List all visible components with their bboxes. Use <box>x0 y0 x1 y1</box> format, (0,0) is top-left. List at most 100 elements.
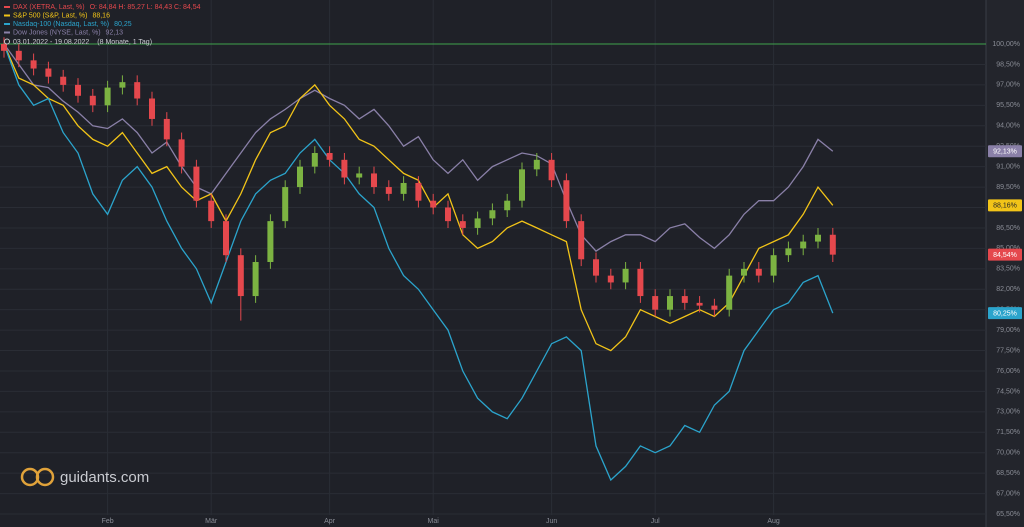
candle-body <box>652 296 659 310</box>
candle-body <box>282 187 289 222</box>
legend-value: 92,13 <box>106 29 124 36</box>
candle-body <box>459 221 466 228</box>
y-tick-label: 95,50% <box>996 102 1020 109</box>
candle-body <box>104 87 111 106</box>
y-tick-label: 83,50% <box>996 266 1020 273</box>
candle-body <box>622 268 629 283</box>
candle-body <box>548 159 555 181</box>
y-tick-label: 70,00% <box>996 450 1020 457</box>
candle-body <box>800 241 807 249</box>
legend-value: 80,25 <box>114 21 132 28</box>
candle-body <box>149 98 155 119</box>
candle-body <box>785 248 792 256</box>
y-tick-label: 68,50% <box>996 470 1020 477</box>
legend-value: 88,16 <box>92 12 110 19</box>
y-tick-label: 86,50% <box>996 225 1020 232</box>
candle-body <box>578 221 585 260</box>
y-tick-label: 97,00% <box>996 82 1020 89</box>
candle-body <box>430 200 437 208</box>
candle-body <box>415 182 422 201</box>
candle-body <box>326 153 333 160</box>
period: 03.01.2022 - 19.08.2022 <box>13 39 89 46</box>
logo: guidants.com <box>20 467 149 487</box>
candle-body <box>223 221 229 256</box>
candle-body <box>474 218 481 228</box>
x-tick-label: Feb <box>102 518 114 525</box>
candle-body <box>75 84 81 96</box>
x-tick-label: Aug <box>767 518 780 525</box>
candle-body <box>829 234 836 255</box>
candle-body <box>741 268 747 276</box>
value-label: 84,54% <box>993 252 1017 259</box>
candle-body <box>519 169 525 201</box>
logo-icon <box>35 467 55 487</box>
candle-body <box>385 187 392 194</box>
x-tick-label: Jun <box>546 518 557 525</box>
y-tick-label: 91,00% <box>996 163 1020 170</box>
candle-body <box>711 305 718 310</box>
y-tick-label: 89,50% <box>996 184 1020 191</box>
candle-body <box>489 210 496 219</box>
y-tick-label: 65,50% <box>996 511 1020 518</box>
candle-body <box>178 139 185 167</box>
legend-label: Nasdaq-100 (Nasdaq, Last, %) <box>13 21 109 28</box>
candle-body <box>815 234 821 242</box>
candle-body <box>593 259 599 276</box>
y-tick-label: 100,00% <box>992 41 1020 48</box>
candle-body <box>134 82 141 99</box>
candle-body <box>208 200 215 222</box>
y-tick-label: 77,50% <box>996 347 1020 354</box>
value-badge <box>988 199 1022 212</box>
candle-body <box>563 180 570 222</box>
x-tick-label: Jul <box>651 518 660 525</box>
candle-body <box>681 296 688 303</box>
candle-body <box>252 262 259 297</box>
candle-body <box>237 255 244 297</box>
candle-body <box>341 159 348 178</box>
candle-body <box>504 200 511 211</box>
value-label: 92,13% <box>993 149 1017 156</box>
logo-text: guidants.com <box>60 469 149 486</box>
legend-value: O: 84,84 H: 85,27 L: 84,43 C: 84,54 <box>90 4 201 11</box>
candle-body <box>267 221 274 263</box>
y-tick-label: 94,00% <box>996 123 1020 130</box>
period-note: (8 Monate, 1 Tag) <box>97 39 152 46</box>
x-tick-label: Mär <box>205 518 218 525</box>
plot: 92,13% 88,16% 80,25% 84,54% <box>1 37 1022 482</box>
legend-label: Dow Jones (NYSE, Last, %) <box>13 29 101 36</box>
legend: DAX (XETRA, Last, %) O: 84,84 H: 85,27 L:… <box>4 4 201 46</box>
legend-label: S&P 500 (S&P, Last, %) <box>13 12 87 19</box>
y-axis-panel <box>986 0 1024 527</box>
value-badge <box>988 307 1022 320</box>
value-label: 80,25% <box>993 310 1017 317</box>
y-tick-label: 82,00% <box>996 286 1020 293</box>
line-series <box>3 43 834 482</box>
candle-body <box>1 44 7 51</box>
y-tick-label: 79,00% <box>996 327 1020 334</box>
candle-body <box>15 50 22 61</box>
candle-body <box>445 207 451 222</box>
candle-body <box>770 255 777 276</box>
candle-body <box>163 118 170 140</box>
candle-body <box>60 76 67 85</box>
candle-body <box>371 173 377 188</box>
candle-body <box>193 166 200 201</box>
y-tick-label: 67,00% <box>996 490 1020 497</box>
y-tick-label: 73,00% <box>996 409 1020 416</box>
y-tick-label: 74,50% <box>996 388 1020 395</box>
value-badge <box>988 248 1022 261</box>
candle-body <box>30 60 37 69</box>
x-tick-label: Mai <box>428 518 440 525</box>
line-series <box>3 43 834 252</box>
candle-body <box>696 302 703 306</box>
candle-body <box>667 296 673 310</box>
candle-body <box>311 153 318 167</box>
candle-body <box>89 95 96 106</box>
candle-body <box>400 182 407 194</box>
y-tick-label: 71,50% <box>996 429 1020 436</box>
legend-label: DAX (XETRA, Last, %) <box>13 4 85 11</box>
